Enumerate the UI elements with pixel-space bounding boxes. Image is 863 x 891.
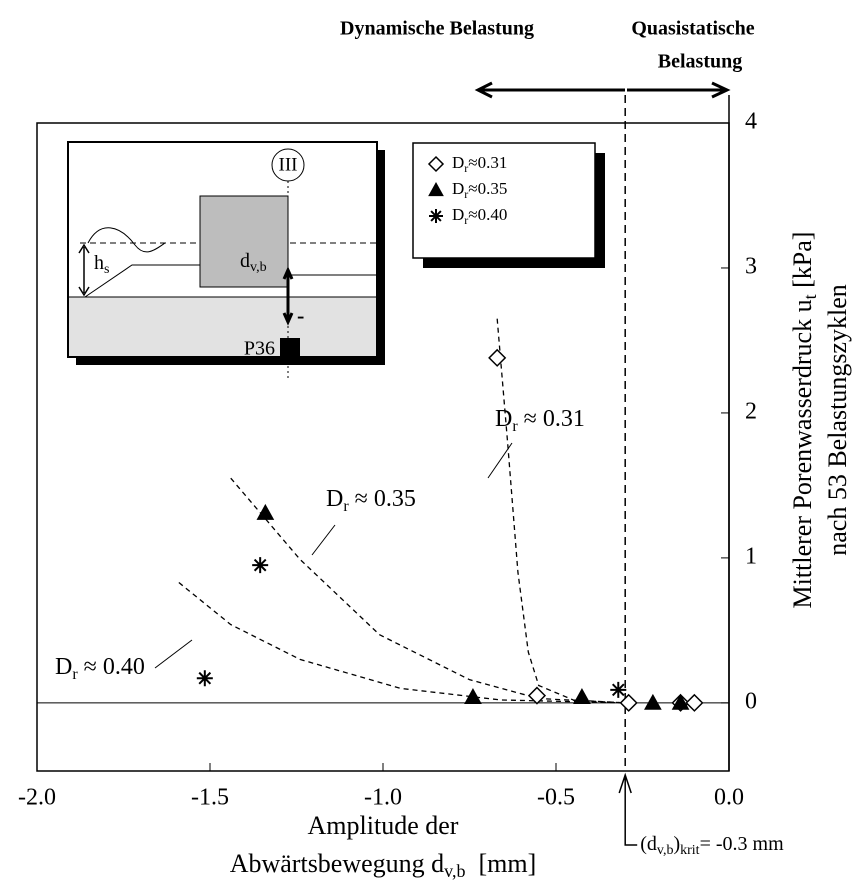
region-arrows bbox=[474, 81, 731, 99]
star-marker bbox=[196, 670, 213, 687]
inset-label: III bbox=[279, 154, 298, 175]
diamond-marker bbox=[527, 686, 547, 705]
legend-label: Dr≈0.31 bbox=[452, 153, 507, 175]
header: Dynamische Belastung bbox=[340, 18, 534, 40]
x-tick-label: -1.0 bbox=[364, 785, 402, 811]
fit-label: Dr ≈ 0.35 bbox=[326, 486, 416, 515]
fit-curve bbox=[496, 318, 626, 704]
y-tick-label: 4 bbox=[745, 109, 757, 135]
x-axis-label: Amplitude der bbox=[308, 811, 459, 840]
fit-label: Dr ≈ 0.40 bbox=[55, 654, 145, 683]
diamond-marker bbox=[427, 155, 445, 173]
legend bbox=[412, 142, 596, 259]
triangle-marker bbox=[671, 693, 690, 710]
y-tick-label: 1 bbox=[745, 543, 757, 569]
marker-circle bbox=[271, 148, 305, 182]
legend-label: Dr≈0.35 bbox=[452, 179, 507, 201]
diamond-marker bbox=[619, 693, 638, 712]
legend-label: Dr≈0.40 bbox=[452, 205, 507, 227]
inset-diagram: III hs dv,b - P36 bbox=[67, 141, 385, 380]
y-axis-label: Mittlerer Porenwasserdruck ut [kPa] bbox=[788, 232, 820, 609]
d-arrow bbox=[282, 266, 294, 326]
threshold-label: (dv,b)krit= -0.3 mm bbox=[640, 833, 784, 859]
x-axis-label: Abwärtsbewegung dv,b [mm] bbox=[230, 849, 537, 881]
y-axis-label: nach 53 Belastungszyklen bbox=[823, 284, 852, 556]
triangle-marker bbox=[464, 688, 482, 704]
diamond-marker bbox=[488, 348, 507, 367]
inset-label: dv,b bbox=[240, 250, 267, 276]
triangle-marker bbox=[644, 693, 662, 710]
x-tick-label: -2.0 bbox=[18, 785, 56, 811]
leader-line bbox=[311, 524, 336, 556]
x-tick-label: -1.5 bbox=[191, 785, 229, 811]
profile bbox=[84, 264, 376, 298]
star-marker bbox=[610, 681, 627, 698]
inset-label: P36 bbox=[244, 338, 275, 360]
wave bbox=[87, 227, 166, 253]
h-arrow bbox=[78, 243, 90, 297]
sensor bbox=[280, 338, 300, 358]
threshold-arrow bbox=[618, 772, 638, 846]
fit-curve bbox=[230, 477, 626, 704]
y-tick-label: 2 bbox=[745, 398, 757, 424]
triangle-marker bbox=[428, 181, 444, 197]
ground bbox=[69, 297, 376, 356]
inset-label: hs bbox=[94, 252, 109, 278]
header: Quasistatische bbox=[631, 18, 754, 40]
fit-label: Dr ≈ 0.31 bbox=[495, 406, 585, 435]
triangle-marker bbox=[256, 503, 275, 520]
diamond-marker bbox=[685, 693, 704, 712]
y-tick-label: 0 bbox=[745, 688, 757, 714]
y-tick-label: 3 bbox=[745, 253, 757, 279]
x-tick-label: 0.0 bbox=[714, 785, 744, 811]
triangle-marker bbox=[573, 688, 591, 704]
header: Belastung bbox=[658, 51, 742, 73]
fit-curve bbox=[178, 582, 626, 704]
inset-label: - bbox=[297, 303, 304, 328]
star-marker bbox=[252, 557, 269, 574]
leader-line bbox=[487, 442, 513, 479]
x-tick-label: -0.5 bbox=[537, 785, 575, 811]
star-marker bbox=[429, 209, 443, 223]
load-plate bbox=[199, 195, 289, 288]
leader-line bbox=[154, 639, 193, 669]
